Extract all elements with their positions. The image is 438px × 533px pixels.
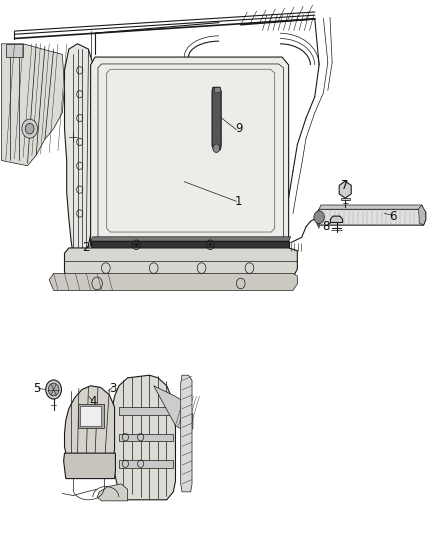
Polygon shape [319, 205, 424, 209]
Polygon shape [64, 453, 116, 479]
Circle shape [314, 211, 324, 223]
Polygon shape [212, 87, 221, 150]
Polygon shape [317, 209, 426, 225]
Polygon shape [49, 273, 297, 290]
Circle shape [135, 243, 138, 246]
Polygon shape [317, 209, 319, 225]
Polygon shape [154, 386, 193, 433]
Polygon shape [119, 460, 173, 468]
Polygon shape [317, 221, 319, 228]
Polygon shape [119, 407, 173, 415]
Circle shape [209, 243, 212, 246]
Polygon shape [214, 87, 220, 92]
Polygon shape [418, 205, 426, 225]
Circle shape [22, 119, 38, 138]
Polygon shape [80, 407, 102, 425]
Polygon shape [64, 248, 297, 277]
Polygon shape [91, 57, 289, 251]
Text: 4: 4 [89, 395, 96, 408]
Circle shape [46, 380, 61, 399]
Text: 9: 9 [235, 122, 242, 135]
Polygon shape [91, 237, 291, 241]
Polygon shape [6, 44, 23, 57]
Text: 3: 3 [109, 382, 116, 395]
Polygon shape [330, 216, 343, 222]
Polygon shape [97, 484, 127, 501]
Polygon shape [181, 375, 192, 492]
Polygon shape [78, 405, 104, 428]
Text: 5: 5 [33, 382, 41, 395]
Circle shape [48, 383, 59, 396]
Polygon shape [91, 241, 289, 249]
Polygon shape [1, 44, 64, 166]
Text: 2: 2 [82, 241, 90, 254]
Text: 8: 8 [322, 220, 329, 233]
Circle shape [213, 144, 220, 152]
Text: 1: 1 [235, 195, 242, 208]
Polygon shape [341, 198, 350, 200]
Polygon shape [113, 375, 176, 500]
Text: 7: 7 [342, 179, 349, 192]
Circle shape [25, 123, 34, 134]
Polygon shape [339, 181, 351, 198]
Polygon shape [64, 44, 99, 256]
Polygon shape [64, 386, 115, 457]
Polygon shape [119, 433, 173, 441]
Text: 6: 6 [389, 209, 397, 223]
